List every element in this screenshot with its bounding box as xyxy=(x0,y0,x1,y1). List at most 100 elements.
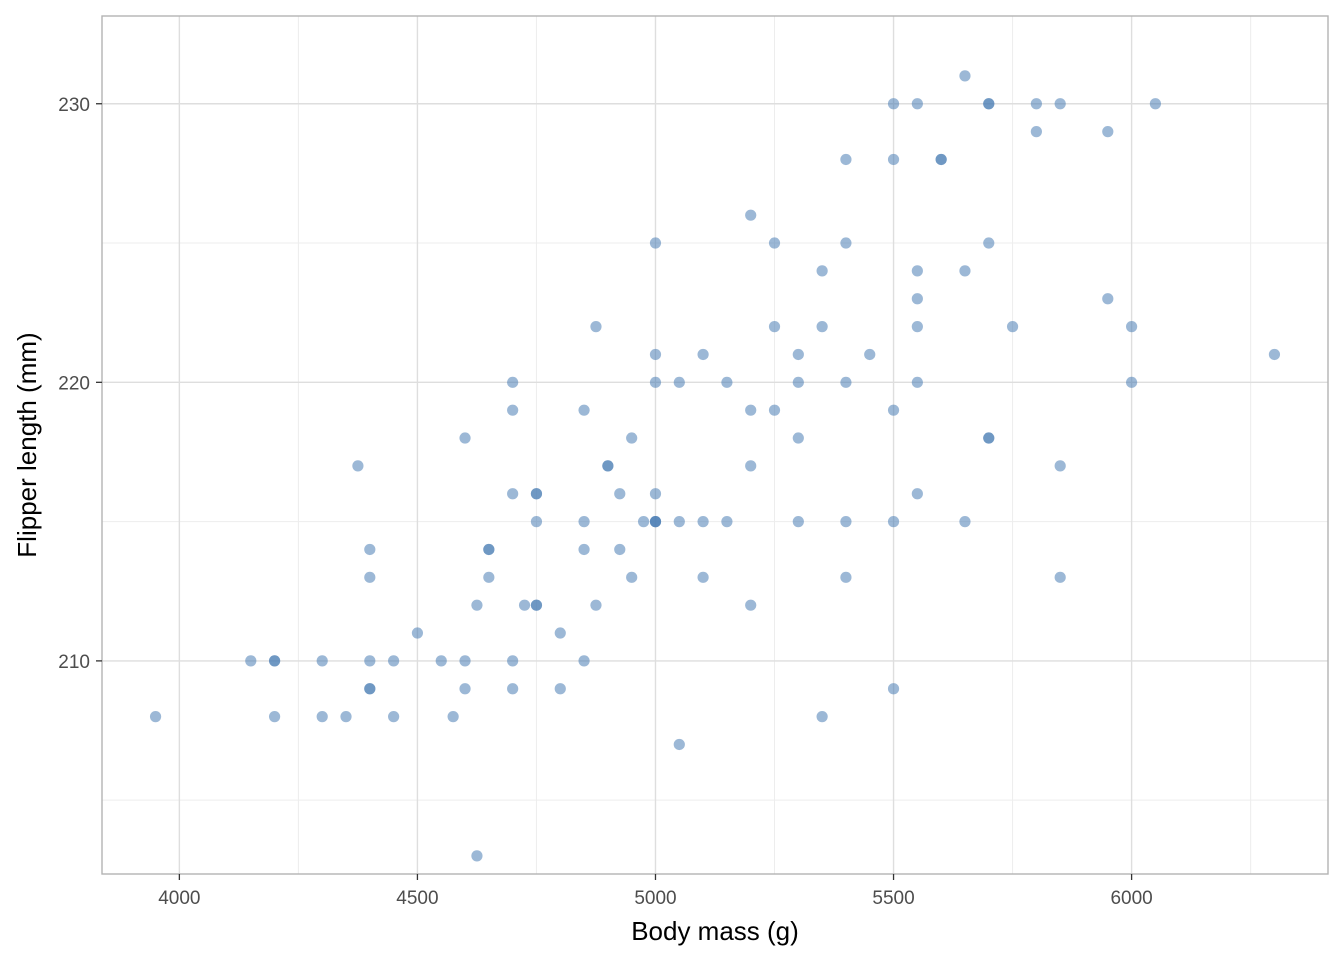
data-point xyxy=(792,348,804,361)
data-point xyxy=(578,655,590,667)
data-point xyxy=(745,209,757,221)
data-point xyxy=(887,683,900,695)
data-point xyxy=(554,683,566,695)
x-axis-title: Body mass (g) xyxy=(631,916,799,946)
data-point xyxy=(637,516,650,528)
data-point xyxy=(745,599,757,611)
data-point xyxy=(471,850,483,862)
data-point xyxy=(840,571,852,583)
x-axis: 4000 4500 5000 5500 6000 xyxy=(158,874,1153,909)
data-point xyxy=(864,348,876,361)
data-point xyxy=(268,711,281,723)
data-point xyxy=(268,655,281,667)
data-point xyxy=(459,683,471,695)
data-point xyxy=(768,321,781,333)
data-point xyxy=(983,98,995,110)
data-point xyxy=(530,599,543,611)
data-point xyxy=(840,153,852,166)
data-point xyxy=(602,460,614,472)
x-tick-label: 6000 xyxy=(1110,888,1152,909)
data-point xyxy=(447,711,459,723)
data-point xyxy=(673,376,685,388)
data-point xyxy=(911,98,923,110)
data-point xyxy=(340,711,352,723)
data-point xyxy=(792,432,804,444)
data-point xyxy=(1054,460,1066,472)
data-point xyxy=(840,376,852,388)
data-point xyxy=(721,516,733,528)
data-point xyxy=(1054,571,1066,583)
data-point xyxy=(887,404,900,416)
data-point xyxy=(1054,98,1066,110)
data-point xyxy=(721,376,733,388)
data-point xyxy=(673,516,685,528)
data-point xyxy=(435,655,447,667)
data-point xyxy=(614,543,626,556)
data-point xyxy=(1149,98,1162,110)
data-point xyxy=(887,153,900,166)
data-point xyxy=(507,655,519,667)
data-point xyxy=(697,516,709,528)
data-point xyxy=(768,237,781,249)
data-point xyxy=(530,516,543,528)
data-point xyxy=(411,627,424,639)
y-tick-label: 230 xyxy=(58,95,90,116)
data-point xyxy=(792,516,804,528)
y-axis-title: Flipper length (mm) xyxy=(12,332,42,557)
data-point xyxy=(459,655,471,667)
grid-lines xyxy=(102,16,1328,874)
data-point xyxy=(745,460,757,472)
data-point xyxy=(673,738,685,751)
data-point xyxy=(316,655,328,667)
data-point xyxy=(816,265,828,277)
data-point xyxy=(471,599,483,611)
data-point xyxy=(507,404,519,416)
data-point xyxy=(364,571,376,583)
data-point xyxy=(1126,321,1138,333)
data-point xyxy=(507,488,519,500)
data-point xyxy=(626,571,638,583)
data-point xyxy=(1268,348,1281,361)
data-point xyxy=(816,321,828,333)
data-point xyxy=(1102,126,1114,138)
data-point xyxy=(649,376,662,388)
data-point xyxy=(649,348,662,361)
data-point xyxy=(816,711,828,723)
y-tick-label: 210 xyxy=(58,652,90,673)
data-point xyxy=(697,348,709,361)
y-tick-label: 220 xyxy=(58,373,90,394)
data-points xyxy=(149,70,1281,862)
data-point xyxy=(792,376,804,388)
data-point xyxy=(388,711,400,723)
data-point xyxy=(578,404,590,416)
data-point xyxy=(483,543,495,556)
data-point xyxy=(887,516,900,528)
data-point xyxy=(911,265,923,277)
data-point xyxy=(1126,376,1138,388)
data-point xyxy=(911,376,923,388)
data-point xyxy=(149,711,162,723)
data-point xyxy=(245,655,257,667)
data-point xyxy=(959,265,971,277)
data-point xyxy=(840,237,852,249)
data-point xyxy=(911,321,923,333)
data-point xyxy=(614,488,626,500)
data-point xyxy=(649,516,662,528)
data-point xyxy=(364,655,376,667)
data-point xyxy=(745,404,757,416)
data-point xyxy=(1030,98,1042,110)
data-point xyxy=(578,516,590,528)
data-point xyxy=(578,543,590,556)
data-point xyxy=(364,683,376,695)
data-point xyxy=(768,404,781,416)
data-point xyxy=(911,488,923,500)
data-point xyxy=(1102,293,1114,305)
data-point xyxy=(959,516,971,528)
data-point xyxy=(518,599,531,611)
data-point xyxy=(1030,126,1042,138)
x-tick-label: 5500 xyxy=(872,888,914,909)
data-point xyxy=(352,460,364,472)
data-point xyxy=(590,599,602,611)
data-point xyxy=(530,488,543,500)
